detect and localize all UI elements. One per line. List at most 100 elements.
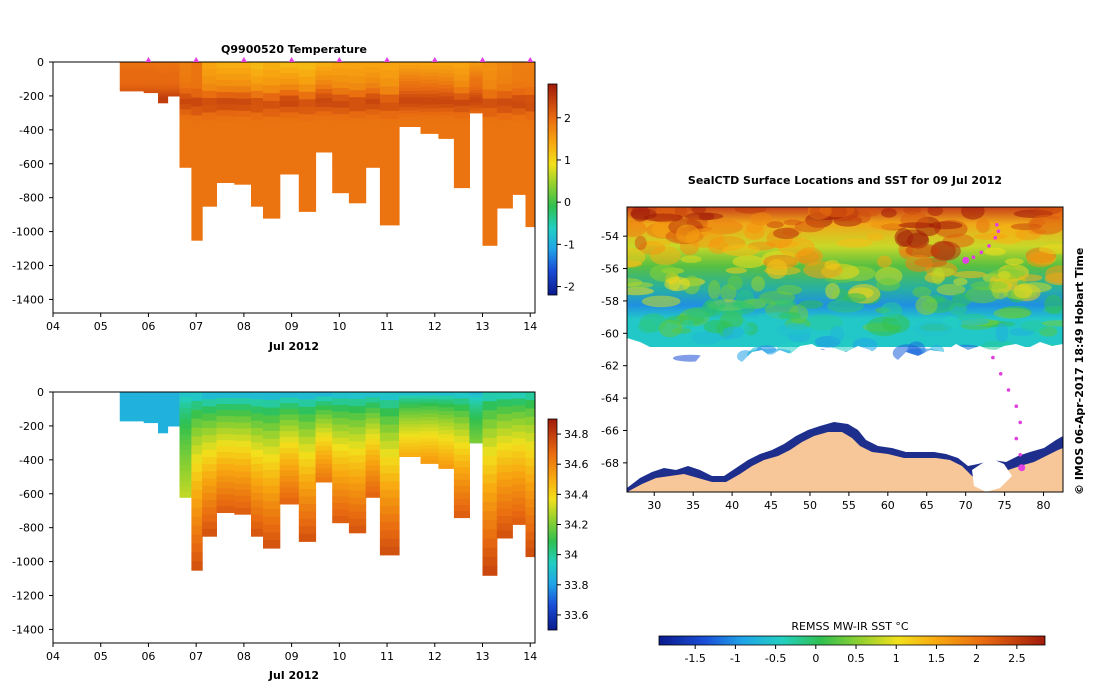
section-cell — [279, 151, 300, 158]
section-cell — [469, 62, 484, 66]
sst-blob — [965, 286, 1000, 304]
section-cell — [399, 110, 422, 115]
sst-blob — [933, 267, 955, 277]
section-cell — [234, 147, 252, 155]
section-cell — [202, 112, 217, 121]
section-cell — [469, 394, 484, 398]
section-cell — [202, 170, 217, 178]
section-cell — [315, 102, 333, 108]
section-cell — [332, 94, 350, 102]
section-cell — [525, 103, 535, 112]
section-cell — [525, 400, 535, 409]
section-cell — [251, 528, 264, 537]
section-cell — [251, 134, 264, 142]
section-cell — [469, 74, 484, 78]
section-cell — [234, 92, 252, 100]
section-cell — [420, 76, 439, 81]
section-cell — [379, 497, 400, 507]
section-cell — [279, 481, 300, 488]
section-cell — [420, 441, 439, 447]
x-tick-label: 11 — [380, 650, 394, 663]
section-cell — [420, 392, 439, 397]
map-x-tick-label: 75 — [998, 499, 1012, 512]
section-cell — [348, 406, 367, 414]
section-cell — [143, 407, 159, 410]
map-y-tick-label: -64 — [601, 392, 619, 405]
section-cell — [348, 118, 367, 126]
profile-marker — [431, 57, 438, 62]
map-field — [627, 207, 1063, 492]
section-cell — [453, 143, 470, 151]
section-cell — [179, 491, 192, 498]
x-tick-label: 13 — [476, 650, 490, 663]
map-frame — [626, 206, 1064, 493]
section-cell — [399, 107, 422, 111]
section-cell — [216, 506, 235, 513]
section-cell — [251, 90, 264, 99]
section-cell — [263, 485, 281, 494]
section-cell — [453, 181, 470, 189]
section-cell — [379, 546, 400, 556]
section-cell — [202, 90, 217, 99]
section-cell — [216, 428, 235, 435]
section-cell — [158, 94, 169, 98]
section-cell — [420, 395, 439, 400]
section-cell — [420, 445, 439, 450]
section-cell — [512, 141, 526, 149]
map-colorbar-label: REMSS MW-IR SST °C — [791, 620, 909, 633]
section-cell — [379, 522, 400, 531]
section-cell — [298, 151, 317, 160]
section-cell — [202, 464, 217, 472]
section-cell — [399, 113, 422, 118]
section-cell — [482, 520, 498, 530]
section-cell — [453, 404, 470, 412]
sst-blob — [637, 319, 657, 334]
section-cell — [167, 405, 180, 408]
section-cell — [298, 406, 317, 415]
section-cell — [251, 514, 264, 523]
section-cell — [512, 431, 526, 439]
sst-colorbar-tick-label: 2.5 — [1008, 652, 1026, 665]
section-cell — [482, 428, 498, 439]
section-cell — [482, 538, 498, 549]
sst-blob — [905, 243, 941, 258]
section-cell — [420, 122, 439, 127]
section-cell — [496, 105, 513, 114]
section-cell — [525, 210, 535, 219]
section-cell — [482, 190, 498, 200]
section-cell — [512, 418, 526, 426]
colorbar-tick-label: -2 — [564, 281, 575, 294]
section-cell — [158, 394, 169, 397]
y-tick-label: -600 — [19, 488, 44, 501]
section-cell — [469, 414, 484, 418]
section-cell — [263, 85, 281, 94]
section-cell — [399, 103, 422, 108]
section-cell — [119, 413, 145, 416]
section-cell — [119, 397, 145, 400]
x-tick-label: 04 — [46, 320, 60, 333]
section-cell — [143, 401, 159, 404]
section-cell — [496, 193, 513, 202]
section-cell — [263, 62, 281, 71]
x-tick-label: 05 — [94, 320, 108, 333]
section-cell — [482, 501, 498, 512]
section-cell — [332, 503, 350, 511]
section-cell — [202, 148, 217, 157]
y-tick-label: -1200 — [12, 260, 44, 273]
section-cell — [453, 112, 470, 120]
section-cell — [191, 222, 203, 232]
section-cell — [453, 417, 470, 424]
sst-blob — [627, 247, 646, 268]
sst-blob — [830, 325, 845, 343]
section-cell — [453, 392, 470, 399]
section-cell — [525, 168, 535, 178]
section-cell — [234, 171, 252, 179]
section-cell — [179, 88, 192, 95]
section-cell — [234, 62, 252, 69]
section-cell — [179, 146, 192, 152]
section-cell — [298, 196, 317, 205]
section-cell — [202, 184, 217, 193]
section-cell — [234, 483, 252, 491]
sst-blob — [877, 255, 892, 268]
section-cell — [496, 186, 513, 194]
